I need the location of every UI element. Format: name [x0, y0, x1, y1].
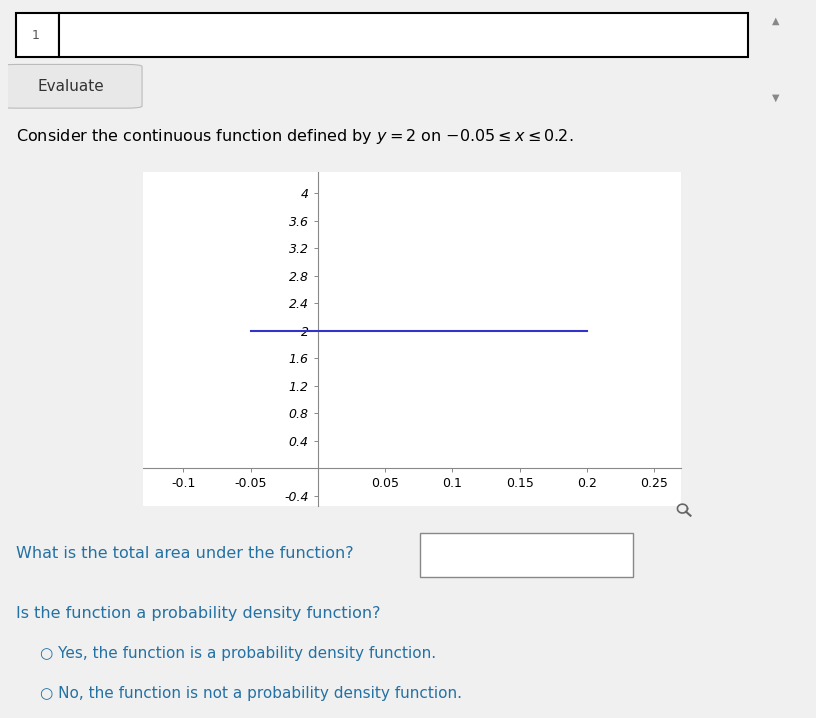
Text: ▼: ▼: [772, 93, 779, 103]
Text: What is the total area under the function?: What is the total area under the functio…: [16, 546, 353, 561]
Text: ▲: ▲: [772, 16, 779, 26]
Text: Evaluate: Evaluate: [38, 79, 104, 94]
Text: Is the function a probability density function?: Is the function a probability density fu…: [16, 606, 380, 621]
Bar: [60, 14, 748, 57]
Text: ○ Yes, the function is a probability density function.: ○ Yes, the function is a probability den…: [40, 646, 436, 661]
Text: ○ No, the function is not a probability density function.: ○ No, the function is not a probability …: [40, 686, 462, 701]
FancyBboxPatch shape: [0, 65, 142, 108]
Text: Consider the continuous function defined by $\mathit{y} = 2$ on $-0.05 \leq \mat: Consider the continuous function defined…: [16, 127, 574, 146]
Text: 1: 1: [32, 29, 40, 42]
Bar: [16, 14, 60, 57]
Bar: [419, 533, 633, 577]
